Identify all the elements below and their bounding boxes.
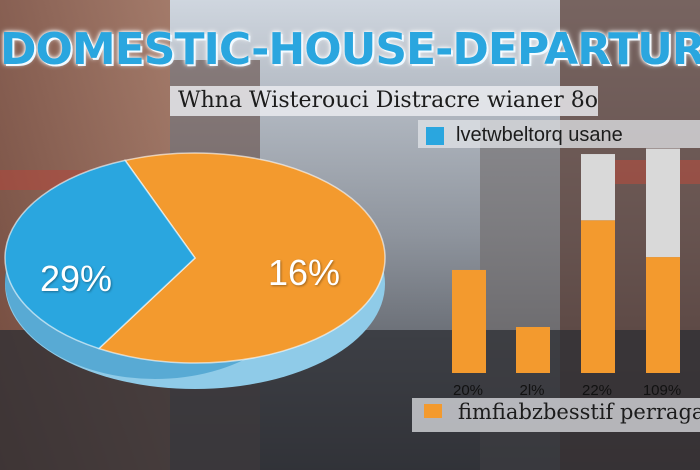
pie-slice-blue bbox=[4, 159, 196, 350]
legend-label-orange: fimfiabzbesstif perragan bbox=[458, 400, 700, 424]
legend-top-panel bbox=[418, 120, 700, 148]
bar-orange bbox=[452, 269, 486, 373]
bar-orange bbox=[516, 327, 550, 373]
bar-gray-segment bbox=[581, 154, 615, 221]
bar-category-label: 22% bbox=[581, 382, 613, 399]
pie-slice-orange bbox=[97, 152, 386, 364]
bar-orange bbox=[581, 220, 615, 373]
legend-label-blue: lvetwbeltorq usane bbox=[456, 124, 623, 146]
bar-gray-segment bbox=[646, 148, 680, 258]
pie-label-blue: 16% bbox=[268, 252, 341, 293]
pie-label-orange: 29% bbox=[40, 258, 113, 299]
chart-title: DOMESTIC-HOUSE-DEPARTURE bbox=[0, 24, 700, 75]
legend-bottom-panel bbox=[412, 398, 700, 432]
bar-orange bbox=[646, 257, 680, 373]
bar-category-label: 20% bbox=[452, 382, 484, 399]
bar-category-label: 109% bbox=[642, 382, 682, 399]
bar-category-label: 2l% bbox=[519, 382, 545, 399]
legend-swatch-blue bbox=[426, 127, 444, 145]
legend-swatch-orange bbox=[424, 404, 442, 418]
chart-subtitle: Whna Wisterouci Distracre wianer 8o bbox=[170, 86, 598, 116]
